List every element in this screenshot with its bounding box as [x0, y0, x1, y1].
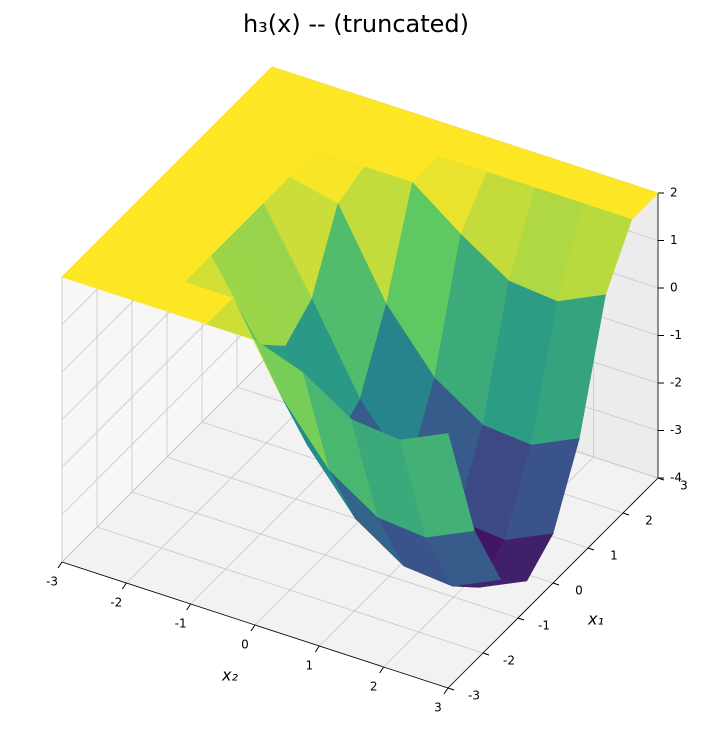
x-tick	[186, 603, 192, 611]
y-tick-label: -3	[468, 689, 480, 703]
axis-line	[61, 561, 449, 689]
y-tick	[517, 617, 525, 621]
x-tick-label: 3	[434, 701, 442, 715]
y-tick-label: 1	[610, 549, 618, 563]
z-tick-label: 2	[670, 186, 678, 200]
y-tick	[482, 652, 490, 656]
z-tick-label: -3	[670, 423, 682, 437]
x-tick	[121, 582, 127, 590]
chart-title: h₃(x) -- (truncated)	[243, 10, 469, 38]
surface-patch	[399, 433, 475, 538]
y-tick-label: 2	[645, 514, 653, 528]
x-tick-label: -2	[110, 596, 122, 610]
x-axis-label: x₂	[221, 666, 238, 685]
x-tick-label: 0	[241, 638, 249, 652]
x-tick	[57, 561, 63, 569]
grid-line	[61, 351, 273, 563]
x-tick-label: -1	[175, 617, 187, 631]
y-tick-label: 3	[680, 479, 688, 493]
z-tick-label: -1	[670, 328, 682, 342]
x-tick-label: 2	[370, 680, 378, 694]
y-tick	[622, 512, 630, 516]
z-tick-label: -4	[670, 471, 682, 485]
x-tick-label: 1	[306, 659, 314, 673]
z-tick-label: 0	[670, 281, 678, 295]
y-axis-label: x₁	[587, 610, 604, 629]
z-tick-label: -2	[670, 376, 682, 390]
x-tick	[250, 624, 256, 632]
y-tick-label: -2	[503, 654, 515, 668]
y-tick	[587, 547, 595, 551]
grid-line	[96, 526, 484, 654]
x-tick	[379, 666, 385, 674]
x-tick-label: -3	[46, 575, 58, 589]
grid-line	[131, 491, 519, 619]
x-tick	[314, 645, 320, 653]
y-tick	[447, 687, 455, 691]
axis-line	[447, 477, 659, 689]
z-tick-label: 1	[670, 233, 678, 247]
x-tick	[443, 687, 449, 695]
grid-line	[61, 304, 273, 515]
y-tick-label: -1	[538, 619, 550, 633]
y-tick-label: 0	[575, 584, 583, 598]
y-tick	[552, 582, 560, 586]
